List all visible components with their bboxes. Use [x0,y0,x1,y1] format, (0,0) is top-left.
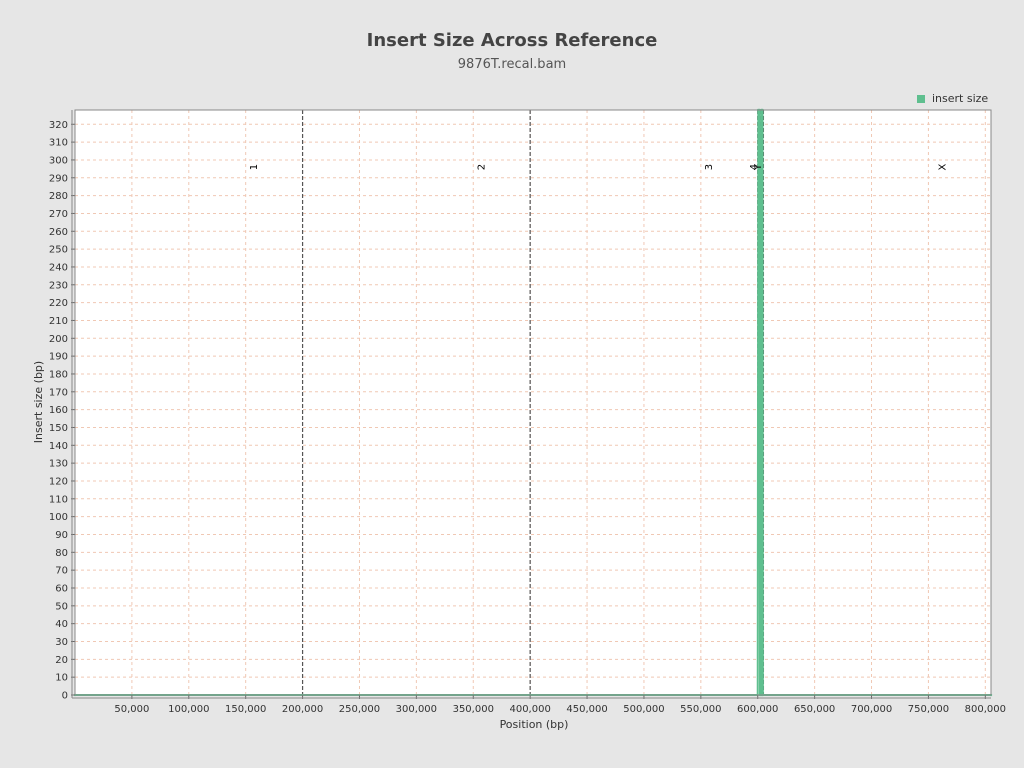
y-tick-label: 320 [49,120,68,131]
y-axis-label: Insert size (bp) [32,361,45,443]
x-tick-label: 500,000 [623,704,664,715]
chart-title: Insert Size Across Reference [366,30,658,51]
y-tick-label: 140 [49,441,68,452]
y-tick-label: 290 [49,173,68,184]
x-tick-label: 450,000 [566,704,607,715]
y-tick-label: 150 [49,423,68,434]
y-tick-label: 280 [49,191,68,202]
axes: 50,000 100,000 150,000 200,000 250,000 300,00… [49,109,1006,715]
contig-label-4: 4 [749,164,760,170]
y-tick-label: 30 [55,637,68,648]
y-tick-label: 90 [55,530,68,541]
x-tick-label: 650,000 [794,704,835,715]
y-tick-label: 250 [49,245,68,256]
y-tick-label: 190 [49,352,68,363]
chart-subtitle: 9876T.recal.bam [457,57,567,72]
plot-border [74,109,992,696]
y-tick-label: 50 [55,601,68,612]
x-tick-label: 200,000 [282,704,323,715]
x-tick-label: 550,000 [680,704,721,715]
y-tick-label: 120 [49,476,68,487]
x-tick-label: 300,000 [396,704,437,715]
legend-entry-insert-size: insert size [932,92,988,105]
y-tick-label: 60 [55,583,68,594]
x-tick-label: 350,000 [453,704,494,715]
y-tick-label: 100 [49,512,68,523]
y-tick-label: 20 [55,655,68,666]
y-tick-label: 40 [55,619,68,630]
y-tick-label: 300 [49,155,68,166]
contig-label-2: 2 [477,164,488,170]
legend-swatch [917,95,925,103]
y-tick-label: 160 [49,405,68,416]
x-tick-label: 250,000 [339,704,380,715]
legend[interactable]: insert size [917,92,988,105]
y-tick-label: 270 [49,209,68,220]
y-tick-label: 0 [62,691,68,702]
x-tick-label: 100,000 [168,704,209,715]
contig-labels: 1 2 3 4Y X [249,163,948,171]
grid-layer [75,110,991,696]
y-tick-label: 240 [49,262,68,273]
x-tick-label: 600,000 [737,704,778,715]
y-tick-label: 260 [49,227,68,238]
y-tick-label: 180 [49,369,68,380]
contig-label-x: X [937,163,948,170]
plot-area [75,110,991,695]
y-tick-label: 210 [49,316,68,327]
y-tick-label: 130 [49,459,68,470]
x-tick-label: 150,000 [225,704,266,715]
y-tick-label: 170 [49,387,68,398]
y-tick-label: 200 [49,334,68,345]
x-tick-label: 400,000 [509,704,550,715]
x-tick-label: 800,000 [965,704,1006,715]
x-tick-label: 50,000 [114,704,149,715]
y-tick-label: 310 [49,138,68,149]
x-tick-label: 700,000 [851,704,892,715]
y-tick-label: 80 [55,548,68,559]
y-tick-label: 220 [49,298,68,309]
contig-label-y: Y [753,163,764,171]
x-axis-label: Position (bp) [500,718,569,731]
y-tick-label: 10 [55,673,68,684]
y-tick-label: 230 [49,280,68,291]
contig-label-1: 1 [249,164,260,170]
y-tick-label: 70 [55,566,68,577]
x-tick-label: 750,000 [908,704,949,715]
contig-label-3: 3 [704,164,715,170]
y-tick-label: 110 [49,494,68,505]
